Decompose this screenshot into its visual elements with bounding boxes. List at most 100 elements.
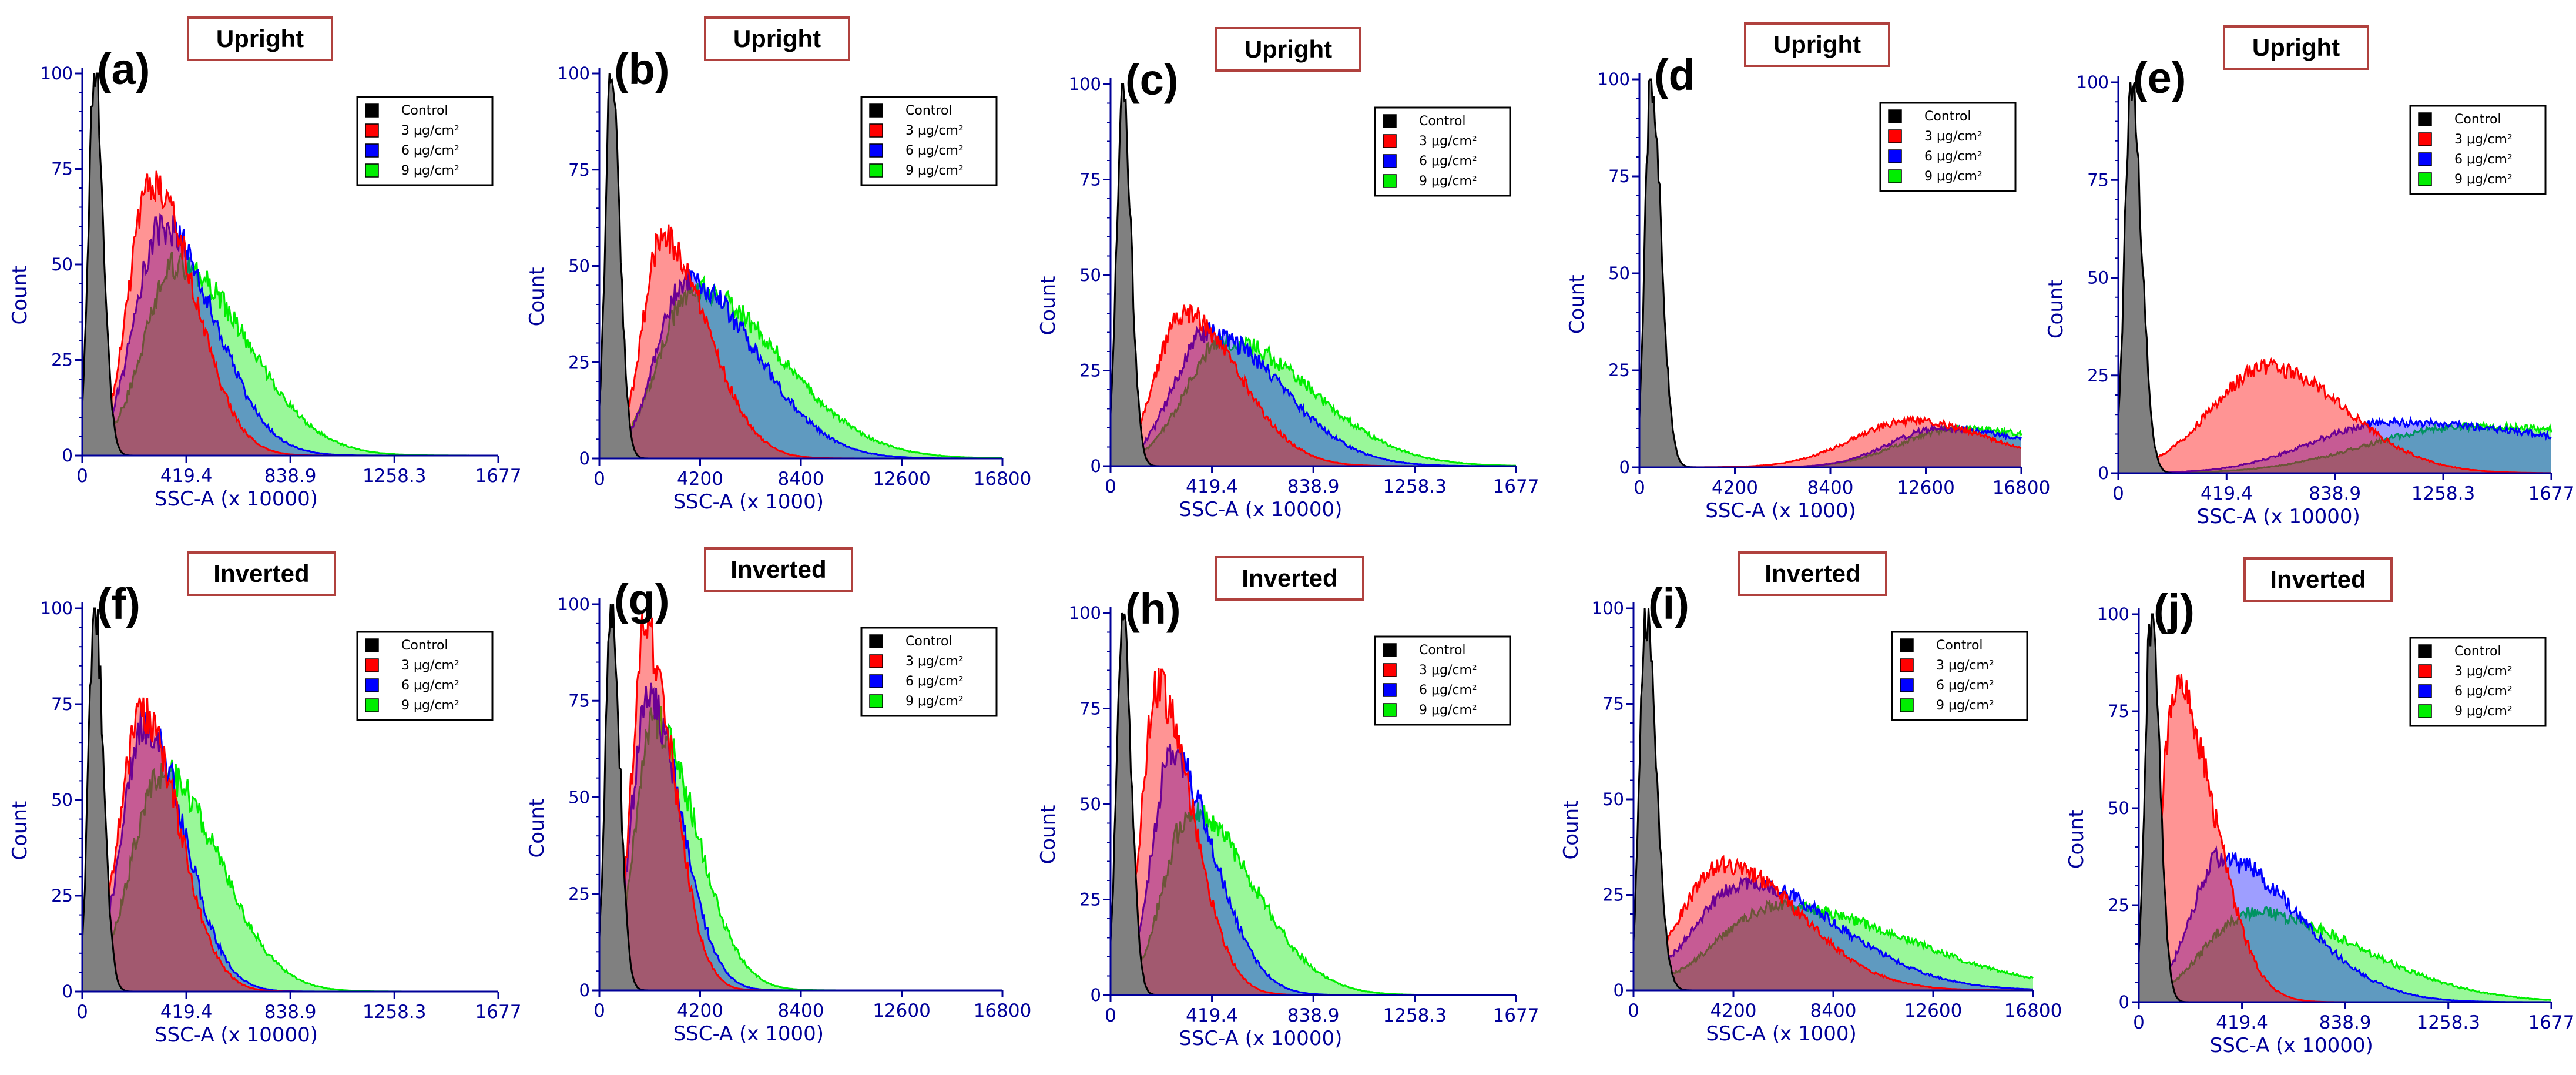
y-tick-label: 100 [1592, 598, 1624, 618]
histogram-fill-3 [1111, 333, 1516, 466]
panel-label: (f) [97, 580, 140, 628]
y-tick-label: 25 [51, 886, 73, 906]
legend-box [2409, 105, 2547, 195]
x-tick-label: 838.9 [1287, 476, 1340, 497]
y-tick-label: 25 [1079, 890, 1101, 910]
x-tick-label: 8400 [1810, 1000, 1857, 1022]
y-tick-label: 0 [62, 446, 73, 466]
legend-label: 9 μg/cm² [2454, 172, 2513, 187]
legend-swatch [1888, 109, 1902, 123]
y-tick-label: 75 [568, 160, 590, 180]
x-axis-title: SSC-A (x 10000) [155, 1023, 318, 1047]
x-tick-label: 419.4 [2201, 483, 2253, 504]
histogram-fill-2 [1111, 322, 1516, 466]
condition-tag-box [1738, 551, 1887, 596]
legend-label: 3 μg/cm² [401, 123, 459, 138]
x-tick-label: 16800 [974, 1000, 1032, 1022]
legend-label: 6 μg/cm² [1924, 149, 1983, 164]
histogram-fill-1 [1111, 668, 1516, 995]
histogram-fill-1 [82, 697, 498, 992]
y-tick-label: 75 [568, 691, 590, 711]
histogram-fill-1 [1639, 417, 2021, 467]
legend-label: 9 μg/cm² [2454, 704, 2513, 719]
y-tick-label: 0 [1091, 456, 1101, 476]
legend-label: Control [2454, 112, 2501, 127]
x-tick-label: 0 [2133, 1012, 2145, 1033]
y-tick-label: 0 [1091, 985, 1101, 1005]
histogram-line-2 [2118, 415, 2552, 474]
legend-swatch [869, 674, 883, 688]
legend-label: 6 μg/cm² [1936, 678, 1994, 693]
x-tick-label: 4200 [677, 468, 723, 490]
x-tick-label: 8400 [1807, 477, 1854, 498]
y-tick-label: 0 [1614, 980, 1624, 1000]
x-tick-label: 838.9 [2319, 1012, 2372, 1033]
y-tick-label: 50 [1079, 265, 1101, 285]
y-tick-label: 100 [2077, 72, 2109, 92]
legend-label: 6 μg/cm² [401, 678, 459, 693]
x-tick-label: 838.9 [1287, 1005, 1340, 1026]
condition-tag-box [2243, 557, 2393, 602]
histogram-fill-1 [599, 608, 1002, 990]
x-tick-label: 1677 [475, 466, 522, 487]
legend-swatch [1900, 638, 1914, 652]
legend-swatch [1888, 149, 1902, 163]
y-tick-label: 25 [1602, 885, 1624, 905]
histogram-fill-2 [599, 269, 1002, 458]
histogram-line-3 [1633, 896, 2034, 988]
y-tick-label: 75 [1602, 694, 1624, 714]
x-tick-label: 0 [76, 466, 88, 487]
condition-tag-box [187, 16, 333, 61]
legend-label: Control [1924, 109, 1971, 124]
x-tick-label: 4200 [677, 1000, 723, 1022]
y-tick-label: 75 [1608, 166, 1630, 186]
x-tick-label: 1677 [2528, 483, 2575, 504]
panel-label: (h) [1125, 584, 1181, 633]
x-tick-label: 1258.3 [2416, 1012, 2480, 1033]
x-axis-title: SSC-A (x 10000) [2197, 505, 2360, 528]
y-tick-label: 0 [579, 448, 590, 468]
legend-swatch [365, 678, 379, 692]
x-tick-label: 1258.3 [363, 466, 426, 487]
y-tick-label: 75 [2108, 701, 2129, 721]
legend-label: 3 μg/cm² [1924, 129, 1983, 144]
legend-label: 3 μg/cm² [905, 654, 964, 669]
x-axis-title: SSC-A (x 1000) [673, 490, 824, 514]
histogram-line-2 [1633, 876, 2033, 990]
legend-box [1374, 635, 1511, 726]
legend-label: Control [1419, 114, 1466, 129]
histogram-fill-2 [1639, 426, 2021, 467]
legend-box [356, 96, 494, 186]
legend-box [1879, 102, 2017, 192]
x-tick-label: 4200 [1710, 1000, 1757, 1022]
legend-swatch [1383, 174, 1397, 188]
panel-f: 0 25 50 75 100 0 419.4 838.9 1258.3 1677 SSC-A (x … [8, 551, 521, 1047]
legend-label: 9 μg/cm² [401, 163, 459, 178]
y-tick-label: 75 [1079, 170, 1101, 190]
x-tick-label: 12600 [873, 468, 931, 490]
legend-box [356, 631, 494, 721]
y-tick-label: 50 [1079, 794, 1101, 814]
panel-label: (e) [2133, 53, 2186, 102]
condition-tag: Upright [216, 25, 304, 52]
y-tick-label: 0 [1619, 457, 1630, 477]
histogram-fill-1 [2118, 359, 2551, 473]
x-tick-label: 419.4 [1186, 476, 1238, 497]
legend-label: 3 μg/cm² [401, 658, 459, 673]
y-tick-label: 25 [51, 350, 73, 370]
legend-label: 6 μg/cm² [905, 143, 964, 158]
legend-swatch [869, 634, 883, 648]
panel-c: 0 25 50 75 100 0 419.4 838.9 1258.3 1677 SSC-A (x … [1037, 27, 1539, 521]
x-tick-label: 12600 [1904, 1000, 1963, 1022]
legend-swatch [2418, 644, 2432, 658]
y-axis-title: Count [1559, 801, 1583, 860]
histogram-line-3 [1110, 332, 1517, 467]
histogram-fill-2 [82, 215, 498, 456]
histogram-fill-2 [82, 708, 498, 992]
legend-swatch [1383, 683, 1397, 697]
x-axis-title: SSC-A (x 10000) [1179, 1027, 1342, 1050]
condition-tag: Upright [2252, 34, 2340, 61]
legend-label: 9 μg/cm² [905, 694, 964, 709]
panel-e: 0 25 50 75 100 0 419.4 838.9 1258.3 1677 SSC-A (x … [2044, 25, 2575, 528]
legend-swatch [365, 143, 379, 158]
